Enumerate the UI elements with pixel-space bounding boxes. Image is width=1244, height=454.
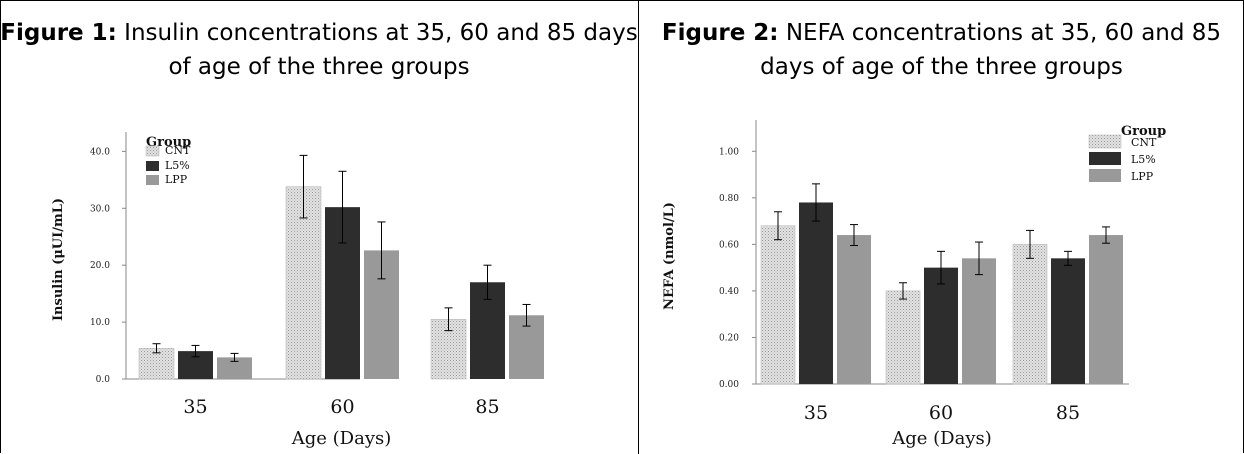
y-tick-label: 0.00: [719, 380, 739, 390]
y-tick-label: 1.00: [719, 147, 739, 157]
legend-swatch-lpp: [1089, 169, 1121, 182]
legend-swatch-l5pct: [1089, 152, 1121, 165]
x-category-label: 35: [183, 396, 207, 418]
y-tick-label: 0.40: [719, 287, 739, 297]
figure-2-caption-text: NEFA concentrations at 35, 60 and 85 day…: [760, 20, 1222, 80]
y-tick-label: 20.0: [90, 261, 110, 271]
legend-swatch-cnt: [1088, 134, 1122, 149]
legend-swatch-l5pct: [146, 161, 159, 171]
bar-cnt-60: [285, 186, 322, 380]
x-category-label: 60: [929, 402, 953, 424]
bar-l5pct-35: [799, 202, 833, 384]
bar-cnt-35: [760, 225, 796, 385]
bar-cnt-60: [885, 290, 921, 385]
x-category-label: 35: [804, 402, 828, 424]
panel-divider: [638, 0, 639, 454]
bar-l5pct-85: [1051, 258, 1085, 384]
legend-swatch-cnt: [145, 145, 160, 157]
y-tick-label: 0.60: [719, 240, 739, 250]
bar-lpp-35: [837, 235, 871, 384]
figure-1-caption: Figure 1: Insulin concentrations at 35, …: [0, 16, 638, 84]
x-category-label: 85: [475, 396, 499, 418]
y-tick-label: 0.0: [96, 375, 111, 385]
legend-label: LPP: [1131, 170, 1154, 183]
figure-1-caption-text: Insulin concentrations at 35, 60 and 85 …: [116, 20, 638, 80]
figure-2-caption: Figure 2: NEFA concentrations at 35, 60 …: [639, 16, 1244, 84]
x-axis-label: Age (Days): [291, 428, 392, 449]
bar-l5pct-60: [924, 267, 958, 384]
bar-cnt-35: [138, 347, 175, 380]
y-tick-label: 0.20: [719, 333, 739, 343]
figure-2-panel: Figure 2: NEFA concentrations at 35, 60 …: [639, 0, 1244, 454]
x-category-label: 85: [1056, 402, 1080, 424]
y-tick-label: 10.0: [90, 318, 110, 328]
figure-2-label: Figure 2:: [661, 20, 779, 46]
bar-lpp-60: [962, 258, 996, 384]
y-axis-label: Insulin (μUI/mL): [51, 198, 66, 321]
legend-label: CNT: [1131, 136, 1157, 149]
x-category-label: 60: [330, 396, 354, 418]
bar-cnt-85: [1012, 244, 1048, 385]
figure-1-label: Figure 1:: [0, 20, 117, 46]
figure-1-panel: Figure 1: Insulin concentrations at 35, …: [0, 16, 638, 449]
insulin-bar-chart: 0.0 10.0 20.0 30.0 40.0 Insulin (μUI/mL) 35 60 8…: [51, 132, 544, 449]
y-tick-label: 30.0: [90, 204, 110, 214]
bar-lpp-35: [217, 357, 252, 379]
legend-label: CNT: [165, 144, 191, 157]
legend-title: Group: [1121, 124, 1166, 139]
x-axis-label: Age (Days): [891, 428, 992, 449]
legend-swatch-lpp: [146, 175, 159, 185]
y-axis-label: NEFA (nmol/L): [662, 202, 677, 310]
legend-label: L5%: [165, 159, 190, 172]
legend-label: LPP: [165, 173, 188, 186]
y-tick-label: 0.80: [719, 194, 739, 204]
nefa-bar-chart: 0.00 0.20 0.40 0.60 0.80 1.00 NEFA (nmol/L) 35 6…: [662, 120, 1166, 449]
y-tick-label: 40.0: [90, 147, 110, 157]
bar-lpp-85: [1089, 235, 1123, 384]
legend-label: L5%: [1131, 153, 1156, 166]
